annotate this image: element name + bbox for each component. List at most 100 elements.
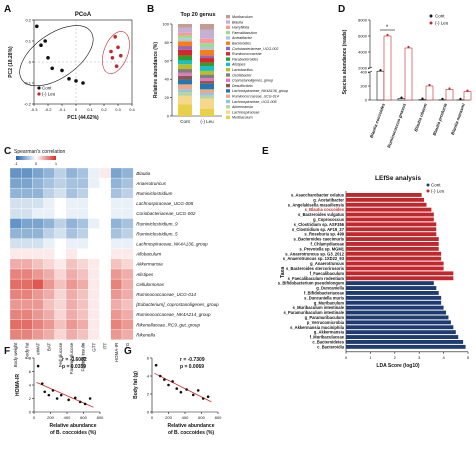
species-point-leu: [448, 87, 451, 90]
genus-bar-segment: [178, 41, 192, 47]
species-point-leu: [386, 33, 389, 37]
species-point-leu: [466, 89, 469, 92]
pcoa-legend-dot-cont: [37, 86, 41, 90]
bodyfat-ylabel: Body fat (g): [133, 371, 139, 399]
heatmap-cell: [88, 208, 100, 219]
heatmap-cell: [9, 248, 22, 260]
genus-legend-label: Akkermansia: [231, 105, 253, 109]
heatmap-col-label: Body fat: [24, 342, 29, 359]
lefse-taxon-label: f_Bifidobacteriaceae: [304, 291, 345, 296]
lefse-taxon-label: g_Acetatibacter: [313, 197, 344, 202]
heatmap-cell: [43, 319, 55, 330]
heatmap-cell: [21, 299, 33, 310]
heatmap-cell: [77, 329, 89, 340]
pcoa-legend-label: Cont: [42, 86, 52, 91]
homa-p-value: p = 0.0359: [62, 364, 86, 370]
heatmap-cell: [110, 208, 123, 219]
genus-bar-segment: [200, 95, 214, 99]
heatmap-cell: [121, 218, 134, 229]
heatmap-row-label: Akkermansia: [135, 262, 163, 267]
homa-ytick-label: 0: [29, 410, 32, 415]
pcoa-xtick-label: 0.3: [115, 107, 121, 112]
genus-bar-segment: [200, 66, 214, 71]
heatmap-cell: [121, 238, 134, 249]
homa-point: [78, 400, 82, 404]
lefse-bar: [346, 340, 464, 344]
homa-xtick-label: 800: [97, 415, 104, 420]
lefse-taxon-label: f_Muribaculaceae: [310, 335, 345, 340]
genus-ytick-label: 80: [165, 40, 170, 45]
genus-legend-swatch: [226, 20, 230, 24]
genus-bar-segment: [178, 92, 192, 96]
heatmap-cell: [77, 188, 89, 199]
heatmap-cell: [32, 177, 44, 189]
heatmap-cell: [54, 188, 67, 199]
heatmap-cell: [65, 299, 78, 310]
heatmap-row-label: Lachnospiraceae_UCG-008: [136, 201, 193, 206]
heatmap-cell: [121, 319, 134, 330]
lefse-taxon-label: s_Duncaniella muris: [304, 295, 345, 300]
pcoa-xtick-label: -0.1: [59, 107, 67, 112]
genus-legend-swatch: [226, 36, 230, 40]
pcoa-xtick-label: 0: [75, 107, 78, 112]
lefse-bar: [346, 261, 444, 266]
bodyfat-point: [201, 397, 205, 400]
heatmap-cell: [43, 167, 55, 179]
genus-legend-swatch: [226, 25, 230, 29]
pcoa-point-cont: [60, 68, 64, 73]
heatmap-cell: [65, 228, 78, 239]
genus-legend-swatch: [226, 57, 230, 61]
genus-ylabel: Relative abundance (%): [153, 42, 159, 98]
homa-xtick-label: 200: [47, 415, 54, 420]
lefse-bar: [346, 320, 451, 325]
heatmap-col-label: TG: [125, 342, 130, 349]
genus-legend-label: Muribaculum: [232, 15, 253, 19]
genus-bar-segment: [200, 38, 214, 44]
panel-letter-b: B: [147, 4, 155, 15]
genus-legend-swatch: [226, 78, 230, 82]
heatmap-cell: [32, 319, 44, 330]
heatmap-cell: [54, 218, 67, 229]
heatmap-cell: [99, 228, 111, 239]
species-ytick-label: 4000: [358, 50, 368, 55]
genus-xtick-label: Cont: [180, 119, 190, 124]
heatmap-cell: [88, 278, 100, 290]
pcoa-point-leu: [109, 49, 113, 54]
heatmap-cell: [88, 299, 100, 310]
genus-bar-segment: [178, 89, 192, 93]
heatmap-cell: [77, 198, 89, 209]
genus-bar-segment: [178, 69, 192, 73]
genus-ytick-label: 0: [167, 114, 170, 119]
heatmap-cell: [43, 238, 55, 249]
heatmap-cell: [121, 278, 134, 290]
bodyfat-ytick-label: 6: [147, 356, 150, 361]
bodyfat-fit-line: [154, 372, 212, 403]
heatmap-cell: [99, 268, 111, 280]
genus-bar-segment: [178, 27, 192, 33]
heatmap-cell: [99, 309, 111, 320]
heatmap-cell: [65, 167, 78, 179]
heatmap-cell: [65, 198, 78, 209]
homa-point: [43, 390, 47, 394]
genus-bar-segment: [200, 58, 214, 63]
genus-bar-segment: [178, 64, 192, 70]
genus-bar-segment: [178, 72, 192, 76]
heatmap-cell: [88, 218, 100, 229]
genus-legend-swatch: [226, 105, 230, 109]
heatmap-cell: [43, 248, 55, 260]
species-ytick-label: 0: [365, 98, 368, 103]
lefse-taxon-label: s_Clostridium sp. ASF356: [294, 222, 345, 227]
species-point-cont: [379, 69, 382, 72]
panel-letter-a: A: [4, 4, 12, 15]
lefse-bar: [346, 217, 434, 222]
lefse-taxon-label: c_Bacteroidetes: [312, 340, 344, 345]
heatmap-cell: [21, 268, 33, 280]
heatmap-colorbar-tick: 0: [35, 161, 38, 166]
bodyfat-point: [167, 383, 170, 387]
species-bar-leu: [445, 89, 454, 101]
pcoa-ytick-label: 0.1: [25, 39, 31, 44]
heatmap-cell: [9, 218, 22, 229]
bodyfat-point: [179, 390, 183, 394]
bodyfat-point: [206, 395, 210, 399]
heatmap-cell: [43, 228, 55, 239]
